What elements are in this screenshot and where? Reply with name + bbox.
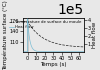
Heat flow <box>83 51 84 52</box>
Heat flow <box>29 37 30 38</box>
Y-axis label: Heat flow: Heat flow <box>92 22 97 48</box>
Température de surface du moule <box>47 40 48 41</box>
Heat flow <box>47 51 48 52</box>
Température de surface du moule <box>64 45 65 46</box>
Line: Température de surface du moule: Température de surface du moule <box>23 21 84 47</box>
Température de surface du moule <box>83 46 84 47</box>
Heat flow <box>64 51 65 52</box>
Heat flow <box>27 18 28 19</box>
Température de surface du moule <box>23 21 24 22</box>
Heat flow <box>23 51 24 52</box>
Heat flow <box>71 51 72 52</box>
Y-axis label: Température surface (°C): Température surface (°C) <box>3 0 8 70</box>
Line: Heat flow: Heat flow <box>23 19 84 52</box>
Température de surface du moule <box>29 24 30 25</box>
Legend: Température de surface du moule, Heat flow: Température de surface du moule, Heat fl… <box>9 20 82 29</box>
Heat flow <box>49 51 50 52</box>
Heat flow <box>70 51 71 52</box>
Température de surface du moule <box>49 41 50 42</box>
X-axis label: Temps (s): Temps (s) <box>40 62 67 67</box>
